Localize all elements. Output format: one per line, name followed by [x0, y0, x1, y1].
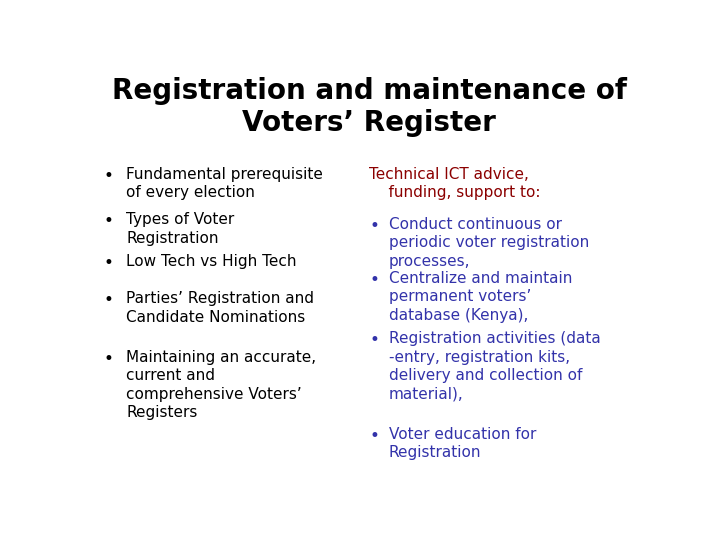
Text: •: •	[104, 349, 114, 368]
Text: •: •	[104, 254, 114, 272]
Text: Voter education for
Registration: Voter education for Registration	[389, 427, 536, 460]
Text: •: •	[104, 167, 114, 185]
Text: •: •	[369, 331, 379, 349]
Text: •: •	[104, 212, 114, 231]
Text: •: •	[369, 271, 379, 288]
Text: Types of Voter
Registration: Types of Voter Registration	[126, 212, 235, 246]
Text: Low Tech vs High Tech: Low Tech vs High Tech	[126, 254, 297, 269]
Text: Registration activities (data
-entry, registration kits,
delivery and collection: Registration activities (data -entry, re…	[389, 331, 600, 402]
Text: Parties’ Registration and
Candidate Nominations: Parties’ Registration and Candidate Nomi…	[126, 292, 314, 325]
Text: Registration and maintenance of
Voters’ Register: Registration and maintenance of Voters’ …	[112, 77, 626, 137]
Text: Technical ICT advice,
    funding, support to:: Technical ICT advice, funding, support t…	[369, 167, 541, 200]
Text: Fundamental prerequisite
of every election: Fundamental prerequisite of every electi…	[126, 167, 323, 200]
Text: Maintaining an accurate,
current and
comprehensive Voters’
Registers: Maintaining an accurate, current and com…	[126, 349, 316, 421]
Text: •: •	[369, 427, 379, 444]
Text: Centralize and maintain
permanent voters’
database (Kenya),: Centralize and maintain permanent voters…	[389, 271, 572, 323]
Text: •: •	[369, 217, 379, 234]
Text: Conduct continuous or
periodic voter registration
processes,: Conduct continuous or periodic voter reg…	[389, 217, 589, 269]
Text: •: •	[104, 292, 114, 309]
